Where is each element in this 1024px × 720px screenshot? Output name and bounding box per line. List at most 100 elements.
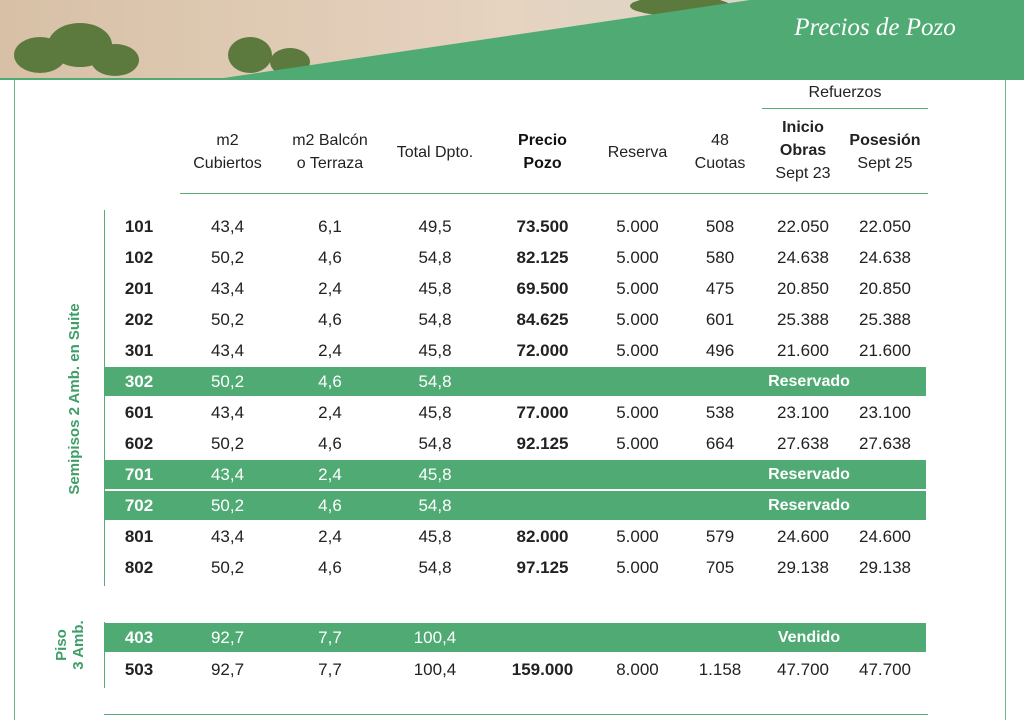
cell-total: 45,8 (418, 279, 452, 298)
header-line: m2 (216, 132, 239, 149)
table-row: 702 50,2 4,6 54,8 Reservado (104, 491, 926, 520)
header-cuotas: 48 Cuotas (680, 129, 760, 175)
cell-balc: 4,6 (318, 496, 342, 515)
cell-reserva: 5.000 (616, 434, 659, 453)
cell-posesion: 22.050 (859, 217, 911, 236)
cell-posesion: 29.138 (859, 558, 911, 577)
group-line-semipisos (104, 210, 105, 586)
header-line: Total Dpto. (396, 144, 474, 161)
header-m2-cubiertos: m2 Cubiertos (180, 129, 275, 175)
group-label-semipisos: Semipisos 2 Amb. en Suite (66, 303, 83, 495)
cell-unit: 101 (124, 217, 154, 236)
group-label-piso: Piso 3 Amb. (53, 615, 87, 675)
cell-reserva: 5.000 (616, 279, 659, 298)
cell-inicio: 23.100 (777, 403, 829, 422)
cell-balc: 2,4 (318, 403, 342, 422)
table-frame (14, 80, 1006, 720)
cell-precio: 84.625 (516, 310, 569, 329)
cell-cub: 92,7 (210, 628, 245, 647)
cell-balc: 4,6 (318, 310, 342, 329)
cell-cub: 50,2 (210, 434, 245, 453)
header-line: Precio (518, 132, 567, 149)
cell-posesion: 24.600 (859, 527, 911, 546)
table-row: 301 43,4 2,4 45,8 72.000 5.000 496 21.600 21.600 (104, 336, 926, 365)
table-row: 302 50,2 4,6 54,8 Reservado (104, 367, 926, 396)
cell-balc: 7,7 (318, 660, 342, 679)
cell-posesion: 24.638 (859, 248, 911, 267)
cell-total: 54,8 (418, 434, 452, 453)
cell-unit: 201 (124, 279, 154, 298)
cell-reserva: 5.000 (616, 558, 659, 577)
table-row: 102 50,2 4,6 54,8 82.125 5.000 580 24.638 24.638 (104, 243, 926, 272)
header-reserva: Reserva (595, 141, 680, 164)
header-line: 48 (711, 132, 729, 149)
cell-balc: 2,4 (318, 465, 342, 484)
cell-cuotas: 508 (705, 217, 735, 236)
cell-precio: 92.125 (516, 434, 569, 453)
cell-inicio: 24.638 (777, 248, 829, 267)
cell-precio: 82.000 (516, 527, 569, 546)
cell-cuotas: 1.158 (698, 660, 742, 679)
cell-cub: 50,2 (210, 496, 245, 515)
cell-posesion: 21.600 (859, 341, 911, 360)
cell-inicio: 27.638 (777, 434, 829, 453)
cell-balc: 2,4 (318, 527, 342, 546)
cell-reserva: 5.000 (616, 248, 659, 267)
table-row: 801 43,4 2,4 45,8 82.000 5.000 579 24.600 24.600 (104, 522, 926, 551)
cell-total: 54,8 (418, 248, 452, 267)
cell-total: 45,8 (418, 465, 452, 484)
cell-posesion: 25.388 (859, 310, 911, 329)
header-line: o Terraza (296, 155, 364, 172)
table-bottom-line (104, 714, 928, 715)
table-row: 701 43,4 2,4 45,8 Reservado (104, 460, 926, 489)
group-line-piso (104, 622, 105, 688)
cell-precio: 82.125 (516, 248, 569, 267)
cell-posesion: 47.700 (859, 660, 911, 679)
cell-unit: 302 (124, 372, 154, 391)
cell-cub: 43,4 (210, 527, 245, 546)
cell-precio: 73.500 (516, 217, 569, 236)
cell-cuotas: 538 (705, 403, 735, 422)
table-row: 201 43,4 2,4 45,8 69.500 5.000 475 20.850 20.850 (104, 274, 926, 303)
header-refuerzos: Refuerzos (808, 84, 882, 101)
header-total: Total Dpto. (380, 141, 490, 164)
table-row: 503 92,7 7,7 100,4 159.000 8.000 1.158 47.700 47… (104, 655, 926, 684)
cell-inicio: 21.600 (777, 341, 829, 360)
status-badge: Reservado (768, 373, 850, 390)
cell-inicio: 24.600 (777, 527, 829, 546)
cell-cuotas: 664 (705, 434, 735, 453)
cell-precio: 97.125 (516, 558, 569, 577)
refuerzos-underline (762, 108, 928, 109)
cell-cuotas: 601 (705, 310, 735, 329)
cell-cub: 50,2 (210, 372, 245, 391)
cell-posesion: 23.100 (859, 403, 911, 422)
cell-balc: 2,4 (318, 279, 342, 298)
header-m2-balcon: m2 Balcón o Terraza (280, 129, 380, 175)
cell-balc: 4,6 (318, 558, 342, 577)
cell-total: 100,4 (413, 660, 457, 679)
header-line: Sept 23 (775, 165, 831, 182)
cell-cub: 43,4 (210, 279, 245, 298)
cell-inicio: 47.700 (777, 660, 829, 679)
cell-balc: 2,4 (318, 341, 342, 360)
cell-unit: 701 (124, 465, 154, 484)
header-line: Cubiertos (193, 155, 262, 172)
cell-unit: 403 (124, 628, 154, 647)
cell-balc: 6,1 (318, 217, 342, 236)
banner-title: Precios de Pozo (794, 14, 956, 41)
cell-cuotas: 579 (705, 527, 735, 546)
cell-reserva: 5.000 (616, 403, 659, 422)
header-line: Posesión (849, 132, 921, 149)
cell-cuotas: 580 (705, 248, 735, 267)
header-precio-pozo: Precio Pozo (495, 129, 590, 175)
cell-cuotas: 705 (705, 558, 735, 577)
cell-total: 49,5 (418, 217, 452, 236)
cell-total: 45,8 (418, 403, 452, 422)
cell-reserva: 5.000 (616, 341, 659, 360)
header-line: Cuotas (694, 155, 746, 172)
banner-graphic (0, 0, 1024, 80)
cell-unit: 602 (124, 434, 154, 453)
cell-balc: 4,6 (318, 434, 342, 453)
cell-precio: 159.000 (511, 660, 574, 679)
header-line: Reserva (607, 144, 668, 161)
